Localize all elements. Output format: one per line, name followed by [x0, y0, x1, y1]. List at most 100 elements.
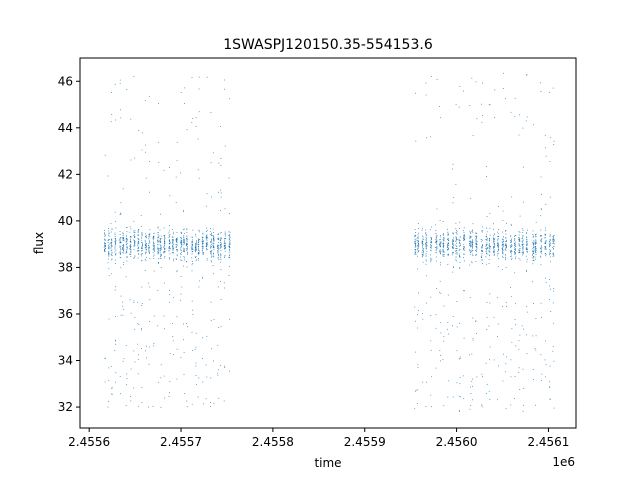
- data-point: [502, 220, 504, 221]
- data-point: [497, 336, 498, 337]
- data-point: [180, 254, 182, 255]
- data-point: [141, 329, 142, 331]
- data-point: [211, 348, 212, 350]
- data-point: [526, 241, 527, 243]
- data-point: [202, 246, 204, 248]
- data-point: [192, 350, 193, 351]
- data-point: [540, 256, 542, 258]
- data-point: [515, 258, 516, 259]
- data-point: [459, 253, 461, 255]
- data-point: [518, 134, 520, 136]
- data-point: [158, 235, 160, 237]
- data-point: [125, 238, 127, 240]
- data-point: [144, 239, 146, 241]
- data-point: [545, 282, 547, 283]
- data-point: [447, 328, 448, 330]
- data-point: [549, 249, 550, 251]
- data-point: [463, 244, 465, 245]
- data-point: [519, 239, 520, 240]
- data-point: [145, 253, 146, 255]
- data-point: [415, 243, 416, 245]
- data-point: [122, 249, 124, 251]
- data-point: [145, 247, 147, 248]
- data-point: [164, 257, 165, 259]
- data-point: [476, 245, 478, 247]
- data-point: [510, 296, 512, 298]
- data-point: [213, 246, 214, 248]
- data-point: [541, 317, 542, 318]
- data-point: [469, 236, 471, 238]
- data-point: [415, 232, 416, 233]
- data-point: [157, 290, 159, 291]
- data-point: [141, 243, 143, 245]
- data-point: [471, 243, 473, 245]
- data-point: [142, 132, 143, 134]
- data-point: [471, 245, 473, 247]
- data-point: [149, 191, 150, 193]
- data-point: [168, 246, 170, 247]
- data-point: [176, 270, 178, 272]
- data-point: [217, 257, 219, 258]
- data-point: [502, 249, 503, 250]
- data-point: [482, 231, 483, 233]
- data-point: [104, 232, 105, 234]
- data-point: [183, 250, 184, 252]
- data-point: [134, 361, 136, 363]
- data-point: [126, 236, 127, 238]
- data-point: [206, 234, 208, 236]
- y-tick-label: 46: [58, 74, 73, 88]
- data-point: [153, 236, 155, 237]
- data-point: [522, 235, 524, 236]
- data-point: [130, 241, 131, 242]
- data-point: [212, 235, 214, 236]
- data-point: [425, 255, 427, 257]
- data-point: [137, 230, 139, 231]
- data-point: [198, 286, 200, 288]
- data-point: [191, 249, 193, 251]
- data-point: [442, 237, 444, 239]
- data-point: [494, 233, 496, 235]
- data-point: [452, 252, 454, 254]
- data-point: [526, 244, 527, 246]
- data-point: [218, 249, 220, 251]
- data-point: [126, 256, 128, 257]
- data-point: [133, 239, 135, 241]
- data-point: [229, 213, 230, 214]
- data-point: [422, 227, 423, 229]
- data-point: [184, 232, 185, 234]
- data-point: [148, 239, 150, 241]
- data-point: [228, 254, 230, 256]
- data-point: [463, 230, 464, 232]
- data-point: [501, 269, 503, 270]
- data-point: [425, 254, 427, 256]
- data-point: [453, 240, 454, 242]
- data-point: [159, 241, 161, 243]
- data-point: [133, 76, 135, 77]
- data-point: [475, 244, 477, 246]
- data-point: [526, 239, 528, 241]
- data-point: [148, 244, 150, 246]
- chart-title: 1SWASPJ120150.35-554153.6: [223, 37, 433, 53]
- data-point: [129, 226, 131, 228]
- data-point: [164, 243, 166, 245]
- data-point: [206, 243, 207, 245]
- data-point: [187, 252, 188, 254]
- data-point: [472, 247, 473, 249]
- data-point: [481, 246, 482, 248]
- data-point: [220, 246, 221, 248]
- data-point: [549, 240, 550, 242]
- x-tick-label: 2.4561: [527, 435, 569, 449]
- data-point: [518, 340, 520, 342]
- data-point: [502, 251, 503, 253]
- data-point: [220, 237, 222, 239]
- data-point: [497, 244, 498, 246]
- data-point: [141, 246, 143, 248]
- y-axis-label: flux: [32, 232, 46, 254]
- data-point: [195, 126, 197, 127]
- data-point: [552, 237, 554, 239]
- data-point: [522, 248, 524, 250]
- data-point: [223, 245, 225, 246]
- data-point: [110, 242, 112, 244]
- data-point: [511, 328, 513, 330]
- data-point: [414, 249, 416, 250]
